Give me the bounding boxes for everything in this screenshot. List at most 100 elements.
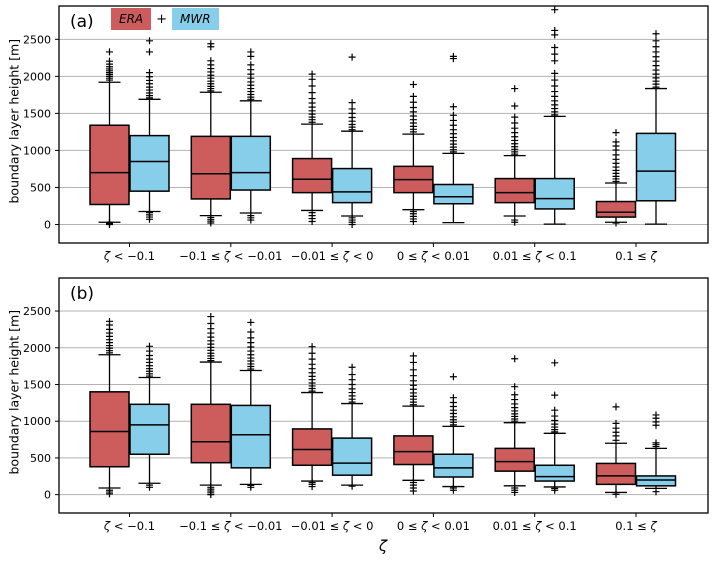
outlier-marker [551,50,559,58]
outlier-marker [106,57,113,65]
y-tick-label: 500 [30,452,51,465]
outlier-marker [106,48,113,56]
y-tick-label: 2000 [23,70,51,83]
legend-plus-marker: + [156,11,168,27]
outlier-marker [207,40,215,48]
outlier-marker [247,48,255,56]
outlier-marker [308,95,316,103]
outlier-marker [146,48,153,56]
box-mwr [534,464,575,482]
outlier-marker [652,37,660,45]
legend-mwr-patch: MWR [172,8,219,30]
outlier-marker [449,52,457,60]
box-mwr [230,135,272,191]
y-tick-label: 0 [44,489,51,502]
outlier-marker [551,69,559,77]
x-tick-label: ζ < −0.1 [103,519,155,533]
outlier-marker [409,92,417,100]
outlier-marker [511,484,519,492]
outlier-marker [348,99,356,107]
legend-era-label: ERA [119,12,144,26]
box-era [190,135,232,200]
outlier-marker [207,213,215,221]
outlier-marker [612,419,620,427]
outlier-marker [106,218,113,226]
x-tick-label: 0.01 ≤ ζ < 0.1 [493,249,577,263]
box-mwr [433,183,474,205]
box-mwr [635,475,677,487]
outlier-marker [551,391,559,399]
box-mwr [230,404,272,469]
outlier-marker [308,343,316,351]
outlier-marker [511,355,519,363]
panel-label-a: (a) [70,12,94,32]
outlier-marker [409,81,417,89]
box-era [291,428,333,467]
box-era [89,124,130,206]
outlier-marker [511,102,519,110]
box-mwr [129,134,170,192]
box-era [595,462,637,486]
outlier-marker [308,479,316,487]
x-tick-label: ζ < −0.1 [103,249,155,263]
outlier-marker [551,82,559,90]
outlier-marker [348,214,356,222]
outlier-marker [551,406,559,414]
legend-era-patch: ERA [111,8,152,30]
outlier-marker [409,352,417,360]
outlier-marker [207,320,215,328]
box-era [595,200,637,218]
outlier-marker [511,85,519,93]
y-tick-label: 1000 [23,415,51,428]
outlier-marker [449,394,457,402]
outlier-marker [511,113,519,121]
y-tick-label: 0 [44,218,51,231]
outlier-marker [511,216,519,224]
box-era [393,435,434,466]
y-tick-label: 2500 [23,305,51,318]
outlier-marker [308,209,316,217]
x-axis-label: ζ [378,537,388,555]
y-tick-label: 1500 [23,107,51,120]
outlier-marker [146,69,153,77]
outlier-marker [652,488,660,496]
outlier-marker [511,391,519,399]
outlier-marker [348,105,356,113]
outlier-marker [551,359,559,367]
x-tick-label: 0.1 ≤ ζ [615,249,657,263]
axes-frame [58,277,709,514]
outlier-marker [207,57,215,65]
outlier-marker [308,70,316,78]
x-tick-label: 0.1 ≤ ζ [615,519,657,533]
box-era [494,447,535,472]
x-tick-label: 0 ≤ ζ < 0.01 [397,519,470,533]
outlier-marker [551,43,559,51]
outlier-marker [146,37,153,45]
outlier-marker [449,103,457,111]
outlier-marker [612,129,620,137]
outlier-marker [652,411,660,419]
outlier-marker [348,363,356,371]
outlier-marker [308,82,316,90]
outlier-marker [449,111,457,119]
box-era [291,157,333,194]
outlier-marker [449,373,457,381]
outlier-marker [247,481,255,489]
outlier-marker [612,490,620,498]
box-era [89,391,130,468]
outlier-marker [247,334,255,342]
y-axis-label-b: boundary layer height [m] [6,309,22,475]
outlier-marker [146,481,153,489]
outlier-marker [308,355,316,363]
x-tick-label: 0 ≤ ζ < 0.01 [397,249,470,263]
box-era [190,403,232,464]
outlier-marker [612,219,620,227]
outlier-marker [409,358,417,366]
legend-mwr-label: MWR [180,12,211,26]
x-tick-label: 0.01 ≤ ζ < 0.1 [493,519,577,533]
outlier-marker [551,26,559,34]
outlier-marker [409,208,417,216]
axes-frame [58,5,709,244]
y-tick-label: 500 [30,181,51,194]
outlier-marker [247,328,255,336]
